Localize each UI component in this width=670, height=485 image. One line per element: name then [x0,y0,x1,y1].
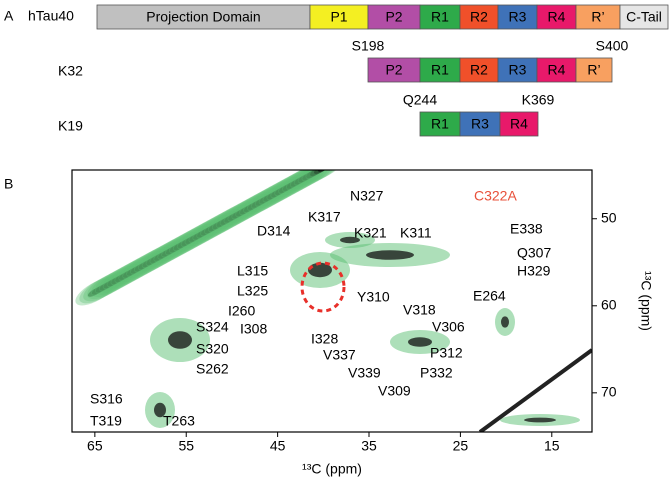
domain-label: R1 [431,9,449,25]
end-label: S400 [596,38,629,54]
peak-label: N327 [350,188,384,204]
domain-box [619,4,669,30]
peak-label: Q307 [517,245,551,261]
domain-label: R3 [471,116,489,132]
domain-box [459,4,499,30]
row-name: K32 [58,63,83,79]
x-axis-label: ¹³C (ppm) [302,461,362,477]
highlight-circle [300,261,346,313]
x-tick-label: 55 [178,438,194,454]
peak-label: K317 [308,209,341,225]
peak-label: P312 [430,345,463,361]
domain-label: R2 [470,62,488,78]
contour [524,417,556,423]
peak-label: S320 [196,341,229,357]
spectrum-contours [75,170,592,432]
peak-label: K321 [354,225,387,241]
domain-label: R4 [510,116,528,132]
y-tick-label: 50 [601,209,617,225]
peak-label: K311 [400,225,432,241]
contour [478,348,592,432]
peak-label: D314 [257,223,291,239]
contour [408,337,432,347]
domain-label: R’ [587,62,600,78]
peak-label: S324 [196,319,229,335]
domain-label: R3 [509,62,527,78]
contour [314,170,329,174]
domain-label: P2 [385,62,402,78]
peak-label: I260 [228,303,255,319]
domain-box [575,4,621,30]
start-label: Q244 [403,92,437,108]
contour [301,170,341,183]
peak-label: I328 [311,331,338,347]
peak-label: V337 [323,347,356,363]
start-label: S198 [352,38,385,54]
domain-label: R1 [431,62,449,78]
domain-label: R3 [509,9,527,25]
domain-box [499,111,539,137]
domain-label: R1 [431,116,449,132]
domain-label: C-Tail [626,9,662,25]
peak-label: I308 [240,321,267,337]
panel-letter: B [4,176,13,192]
domain-label: R4 [548,9,566,25]
peak-label: Y310 [357,289,390,305]
peak-label: V339 [348,365,381,381]
peak-label: E338 [510,221,543,237]
contour [305,170,345,181]
domain-box [575,57,613,83]
domain-box [497,57,538,83]
domain-label: R2 [470,9,488,25]
domain-label: P2 [385,9,402,25]
x-tick-label: 15 [544,438,560,454]
x-tick-label: 65 [87,438,103,454]
peak-label: V318 [403,302,436,318]
contour [340,236,360,244]
domain-label: R’ [591,9,604,25]
domain-box [497,4,538,30]
domain-box [309,4,369,30]
row-name: K19 [58,118,83,134]
x-tick-label: 25 [453,438,469,454]
peak-label: V306 [432,319,465,335]
domain-label: R4 [548,62,566,78]
contour [168,331,192,349]
peak-label: T263 [163,413,195,429]
y-tick-label: 60 [601,296,617,312]
peak-label: P332 [420,365,453,381]
domain-box [367,4,421,30]
domain-label: P1 [330,9,347,25]
domain-box [459,57,499,83]
plot-frame [71,169,593,433]
y-tick-label: 70 [601,384,617,400]
contour [501,316,509,328]
peak-label: E264 [473,288,506,304]
contour [308,262,332,278]
peak-label: V309 [378,383,411,399]
peak-label: S262 [196,361,229,377]
peak-label: L325 [237,283,268,299]
domain-box [419,57,461,83]
y-axis-label: ¹³C (ppm) [638,271,654,331]
domain-box [459,111,501,137]
x-tick-label: 35 [361,438,377,454]
row-name: hTau40 [28,8,74,24]
x-tick-label: 45 [270,438,286,454]
domain-box [536,4,577,30]
mutation-label: C322A [474,188,517,204]
end-label: K369 [522,92,555,108]
peak-label: H329 [517,263,551,279]
peak-label: L315 [237,263,268,279]
contour [154,402,166,418]
peak-label: S316 [90,391,123,407]
panel-letter: A [4,8,14,24]
peak-label: T319 [90,413,122,429]
contour [366,250,414,260]
domain-label: Projection Domain [146,9,260,25]
